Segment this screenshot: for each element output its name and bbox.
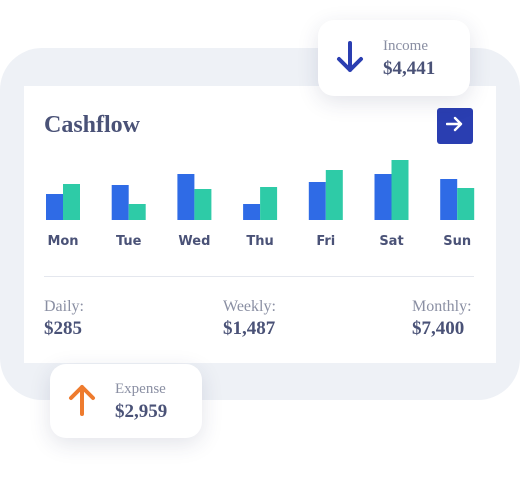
income-card: Income $4,441	[318, 20, 470, 96]
income-value: $4,441	[383, 58, 436, 79]
x-tick-label: Thu	[246, 234, 273, 249]
bar-fri-series-1	[308, 182, 326, 220]
x-tick-label: Sun	[443, 234, 471, 249]
stat-monthly-label: Monthly:	[412, 298, 472, 315]
stat-daily-value: $285	[44, 318, 82, 339]
x-tick-label: Tue	[116, 234, 142, 249]
divider	[44, 276, 474, 277]
bar-tue-series-1	[111, 185, 129, 220]
arrow-right-icon	[445, 116, 464, 137]
stat-weekly-label: Weekly:	[223, 298, 276, 315]
stat-monthly-value: $7,400	[412, 318, 465, 339]
open-details-button[interactable]	[437, 108, 473, 144]
stat-daily: Daily: $285	[44, 298, 84, 340]
expense-value: $2,959	[115, 401, 168, 422]
stat-weekly: Weekly: $1,487	[223, 298, 276, 340]
income-label: Income	[383, 38, 428, 54]
x-tick-label: Fri	[316, 234, 335, 249]
stat-weekly-value: $1,487	[223, 318, 276, 339]
arrow-up-icon	[68, 383, 96, 422]
cashflow-bar-chart: Mon Tue Wed Thu Fri Sat Sun	[46, 160, 475, 249]
card-title: Cashflow	[44, 112, 141, 138]
stat-monthly: Monthly: $7,400	[412, 298, 472, 340]
bar-sat-series-1	[374, 174, 392, 220]
bar-fri-series-2	[325, 170, 343, 220]
x-tick-label: Mon	[47, 234, 78, 249]
cashflow-card: Cashflow Mon Tue Wed Thu Fri Sat Sun Daily: $2…	[24, 86, 496, 363]
x-tick-label: Sat	[379, 234, 403, 249]
bar-wed-series-1	[177, 174, 195, 220]
bar-mon-series-1	[46, 194, 63, 220]
bar-mon-series-2	[63, 184, 80, 220]
x-tick-label: Wed	[178, 234, 210, 249]
bar-sat-series-2	[391, 160, 409, 220]
bar-tue-series-2	[128, 204, 146, 220]
bar-wed-series-2	[194, 189, 212, 220]
bar-sun-series-1	[440, 179, 458, 220]
expense-card: Expense $2,959	[50, 364, 202, 438]
bar-sun-series-2	[457, 188, 475, 220]
expense-label: Expense	[115, 381, 166, 397]
arrow-down-icon	[336, 40, 364, 79]
bar-thu-series-2	[260, 187, 278, 220]
stat-daily-label: Daily:	[44, 298, 84, 315]
bar-thu-series-1	[243, 204, 261, 220]
